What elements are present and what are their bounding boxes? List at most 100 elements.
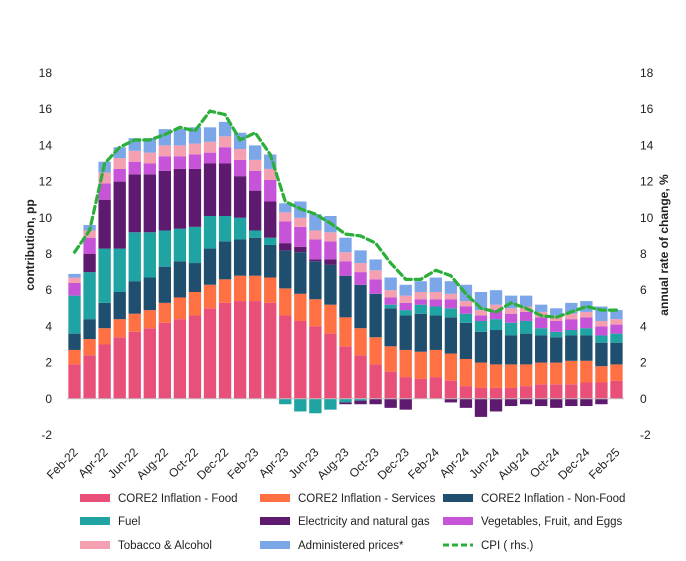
bar-s4-Sep-24: [535, 398, 548, 407]
bar-s7-Aug-24: [519, 295, 533, 307]
x-tick-label-1: Apr-22: [75, 445, 111, 481]
bar-s6-May-22: [113, 158, 126, 169]
bar-s4-Jul-22: [143, 174, 156, 233]
bar-s6-Apr-22: [98, 172, 111, 184]
bar-s1-Jan-25: [595, 366, 608, 383]
bar-s2-Nov-22: [203, 248, 217, 285]
bar-s4-May-22: [113, 181, 126, 249]
y-tick-label-1: 0: [45, 392, 52, 406]
bar-s7-Feb-24: [429, 277, 442, 293]
bar-s0-Feb-24: [429, 377, 442, 399]
bar-s4-Dec-24: [580, 398, 593, 407]
bar-s2-Mar-24: [444, 317, 458, 354]
bar-s1-Apr-22: [98, 328, 111, 345]
bar-s3-Jan-24: [414, 304, 427, 314]
bar-s1-Feb-25: [610, 364, 623, 381]
bar-s0-Aug-24: [519, 386, 533, 399]
bar-s5-Jul-23: [324, 241, 337, 260]
bar-s5-May-24: [474, 315, 488, 321]
bar-s1-Dec-22: [218, 279, 232, 303]
legend-label-7: Administered prices*: [298, 540, 404, 552]
x-tick-label-13: Apr-24: [437, 445, 473, 481]
bar-s7-Jun-24: [489, 290, 503, 305]
bar-s6-Oct-22: [188, 143, 202, 155]
y2-tick-label-10: 18: [640, 66, 654, 80]
bar-s6-Mar-22: [83, 230, 96, 238]
bar-s0-Feb-23: [249, 301, 262, 399]
bar-s6-Mar-23: [264, 168, 277, 180]
y2-tick-label-7: 12: [640, 175, 654, 189]
bar-s4-Dec-22: [218, 163, 232, 216]
bar-s1-Sep-22: [173, 297, 187, 320]
bar-s2-May-23: [294, 252, 307, 294]
y-tick-label-4: 6: [45, 283, 52, 297]
legend-swatch-2: [443, 494, 473, 502]
bar-s1-Jun-24: [489, 364, 503, 388]
y-tick-label-7: 12: [39, 175, 53, 189]
bar-s5-Mar-23: [264, 179, 277, 202]
bar-s1-Aug-24: [519, 364, 533, 387]
legend-swatch-4: [260, 517, 290, 525]
bar-s3-Apr-23: [279, 398, 292, 405]
bar-s3-Jul-22: [143, 232, 156, 278]
x-axis: Feb-22Apr-22Jun-22Aug-22Oct-22Dec-22Feb-…: [44, 445, 623, 482]
bar-s2-Aug-23: [339, 275, 352, 318]
bar-s3-Jun-24: [489, 319, 503, 331]
bar-s3-Jul-24: [504, 322, 518, 336]
y-axis-label: contribution, pp: [23, 199, 37, 290]
bar-s0-Jun-24: [489, 387, 503, 399]
y2-tick-label-9: 16: [640, 102, 654, 116]
bar-s5-Aug-24: [519, 311, 533, 321]
bar-s4-Jun-23: [309, 259, 322, 262]
bar-s6-Oct-23: [369, 270, 382, 280]
bar-s5-Mar-24: [444, 299, 458, 309]
y-tick-label-8: 14: [39, 138, 53, 152]
bar-s2-Jan-25: [595, 342, 608, 367]
bar-s7-May-22: [113, 147, 126, 159]
bar-s3-Dec-23: [399, 310, 412, 316]
bar-s2-Jun-22: [128, 281, 141, 314]
bar-s2-Jun-24: [489, 330, 503, 365]
bar-s5-Sep-23: [354, 272, 367, 285]
bar-s5-Aug-22: [158, 156, 172, 171]
bar-s6-Dec-22: [218, 136, 232, 148]
bar-s2-Feb-24: [429, 315, 442, 350]
bar-s2-May-22: [113, 292, 126, 320]
y2-tick-label-2: 2: [640, 356, 647, 370]
bar-s0-Sep-24: [535, 384, 548, 399]
bar-s6-Feb-25: [610, 319, 623, 325]
bar-s1-Jun-22: [128, 313, 141, 332]
bar-s7-Mar-24: [444, 281, 458, 294]
bar-s3-Mar-24: [444, 308, 458, 318]
bar-s4-Aug-22: [158, 170, 172, 231]
bar-s1-Mar-24: [444, 353, 458, 381]
bar-s3-Jun-23: [309, 398, 322, 414]
bar-s2-Dec-22: [218, 241, 232, 280]
bar-s7-Feb-25: [610, 310, 623, 320]
bar-s3-Sep-22: [173, 228, 187, 262]
bar-s7-Sep-23: [354, 250, 367, 264]
x-tick-label-15: Aug-24: [495, 445, 532, 482]
bar-s1-Feb-22: [68, 349, 81, 365]
bar-s7-Sep-22: [173, 129, 187, 146]
bar-s5-Apr-24: [459, 306, 473, 314]
bar-s6-Aug-23: [339, 252, 352, 262]
bar-s3-Dec-22: [218, 215, 232, 242]
x-tick-label-9: Aug-23: [314, 445, 351, 482]
bar-s3-Oct-24: [550, 331, 563, 338]
y2-tick-label-0: -2: [640, 428, 651, 442]
y-tick-label-5: 8: [45, 247, 52, 261]
bar-s5-Dec-22: [218, 147, 232, 164]
x-tick-label-12: Feb-24: [405, 445, 442, 482]
y-tick-label-9: 16: [39, 102, 53, 116]
bar-s7-Apr-23: [279, 203, 292, 213]
y2-tick-label-5: 8: [640, 247, 647, 261]
bar-s6-Nov-22: [203, 141, 217, 153]
bar-s2-Dec-24: [580, 335, 593, 361]
bar-s2-Nov-23: [384, 308, 397, 347]
bar-s0-Mar-23: [264, 302, 277, 399]
bar-s7-Feb-22: [68, 273, 81, 278]
bar-s0-Mar-24: [444, 380, 458, 399]
y2-tick-label-8: 14: [640, 138, 654, 152]
